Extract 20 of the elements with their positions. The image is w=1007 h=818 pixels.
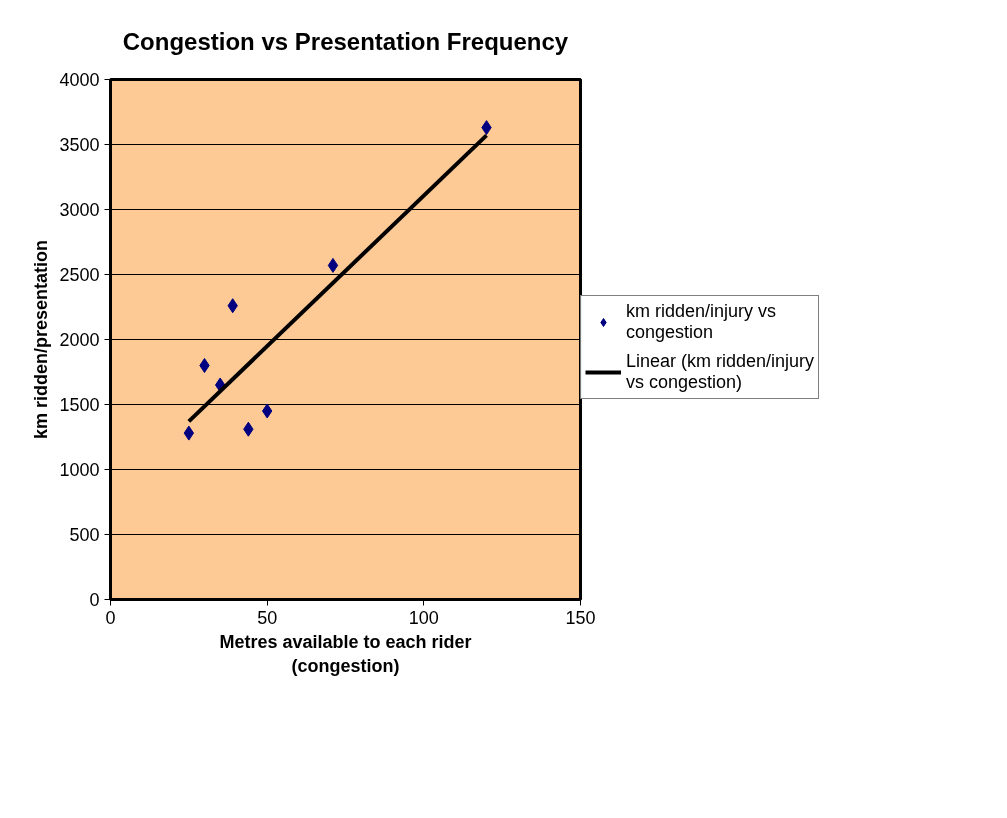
y-tick-label: 2000 — [59, 330, 100, 350]
y-tick-label: 1000 — [59, 460, 100, 480]
y-tick-label: 1500 — [59, 395, 100, 415]
y-tick-label: 3500 — [59, 135, 100, 155]
y-axis-title: km ridden/presentation — [31, 239, 52, 440]
x-axis-title: Metres available to each rider (congestion) — [219, 631, 472, 676]
point — [199, 358, 210, 373]
x-tick-label: 50 — [257, 607, 278, 628]
y-tick-label: 4000 — [59, 70, 100, 90]
x-tick-label: 150 — [565, 607, 596, 628]
y-tick-label: 0 — [89, 590, 100, 610]
y-tick-label: 500 — [69, 525, 100, 545]
legend-label: Linear (km ridden/injury vs congestion) — [626, 350, 815, 394]
y-tick-label: 2500 — [59, 265, 100, 285]
y-tick-label: 3000 — [59, 200, 100, 220]
x-tick-label: 0 — [105, 607, 116, 628]
legend-label: km ridden/injury vs congestion — [626, 300, 777, 344]
chart-title: Congestion vs Presentation Frequency — [122, 27, 569, 55]
point — [327, 257, 339, 273]
x-tick-label: 100 — [408, 607, 439, 628]
